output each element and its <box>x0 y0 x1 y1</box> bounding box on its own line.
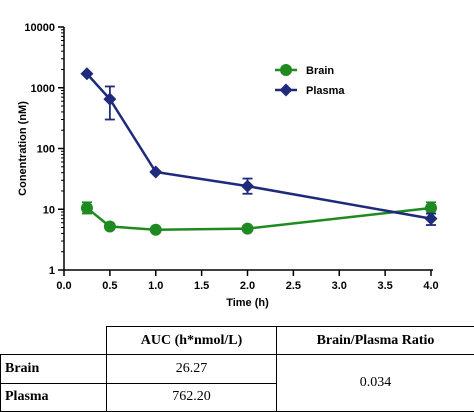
row-label-plasma: Plasma <box>0 382 107 412</box>
auc-header: AUC (h*nmol/L) <box>106 325 277 356</box>
plasma-point <box>241 179 254 193</box>
legend-label-brain: Brain <box>306 65 334 77</box>
x-tick-label: 4.0 <box>423 280 438 292</box>
ratio-header: Brain/Plasma Ratio <box>276 325 474 356</box>
auc-summary-table: AUC (h*nmol/L) Brain/Plasma Ratio Brain … <box>0 325 474 412</box>
plasma-point <box>103 92 117 106</box>
brain-point <box>425 201 437 214</box>
x-tick-label: 0.0 <box>56 280 71 292</box>
x-tick-label: 3.0 <box>332 280 347 292</box>
x-tick-label: 1.5 <box>194 280 209 292</box>
x-tick-label: 2.0 <box>240 280 255 292</box>
plasma-line <box>86 72 432 220</box>
brain-point <box>80 201 93 214</box>
x-tick-label: 1.0 <box>148 280 163 292</box>
legend-marker-brain <box>280 64 292 76</box>
table-header-empty <box>0 326 107 356</box>
auc-plasma: 762.20 <box>106 382 277 412</box>
brain-point <box>241 222 254 235</box>
y-tick-label: 10000 <box>24 22 55 34</box>
brain-point <box>149 223 162 236</box>
brain-line <box>86 206 432 231</box>
table-header-row: AUC (h*nmol/L) Brain/Plasma Ratio <box>0 325 474 356</box>
legend: Brain Plasma <box>275 64 345 97</box>
table-row: Brain 26.27 0.034 <box>0 354 474 412</box>
x-axis-label: Time (h) <box>226 297 269 309</box>
plasma-point <box>424 212 438 226</box>
y-tick-label: 1 <box>49 265 55 277</box>
x-tick-label: 0.5 <box>102 280 117 292</box>
series-brain <box>80 201 437 236</box>
y-axis-label: Conentration (nM) <box>17 101 29 196</box>
x-tick-label: 2.5 <box>286 280 301 292</box>
auc-brain: 26.27 <box>106 354 277 384</box>
table-row: Plasma 762.20 <box>0 382 474 412</box>
pk-chart: 1 10 100 1000 10000 0.0 0.5 1.0 1.5 2.0 2.5 3.0 3.5 4… <box>17 22 439 309</box>
brain-point <box>103 220 116 233</box>
brain-plasma-ratio: 0.034 <box>276 354 474 412</box>
series-layer <box>80 67 438 236</box>
axes: 1 10 100 1000 10000 0.0 0.5 1.0 1.5 2.0 2.5 3.0 3.5 4… <box>17 22 439 309</box>
x-tick-label: 3.5 <box>377 280 392 292</box>
legend-label-plasma: Plasma <box>306 85 345 97</box>
y-tick-label: 10 <box>43 204 55 216</box>
legend-marker-plasma <box>279 83 293 97</box>
plasma-point <box>80 67 94 81</box>
series-plasma <box>80 67 438 226</box>
y-tick-label: 1000 <box>31 83 55 95</box>
plasma-point <box>149 165 163 179</box>
row-label-brain: Brain <box>0 354 107 384</box>
y-tick-label: 100 <box>37 144 55 156</box>
